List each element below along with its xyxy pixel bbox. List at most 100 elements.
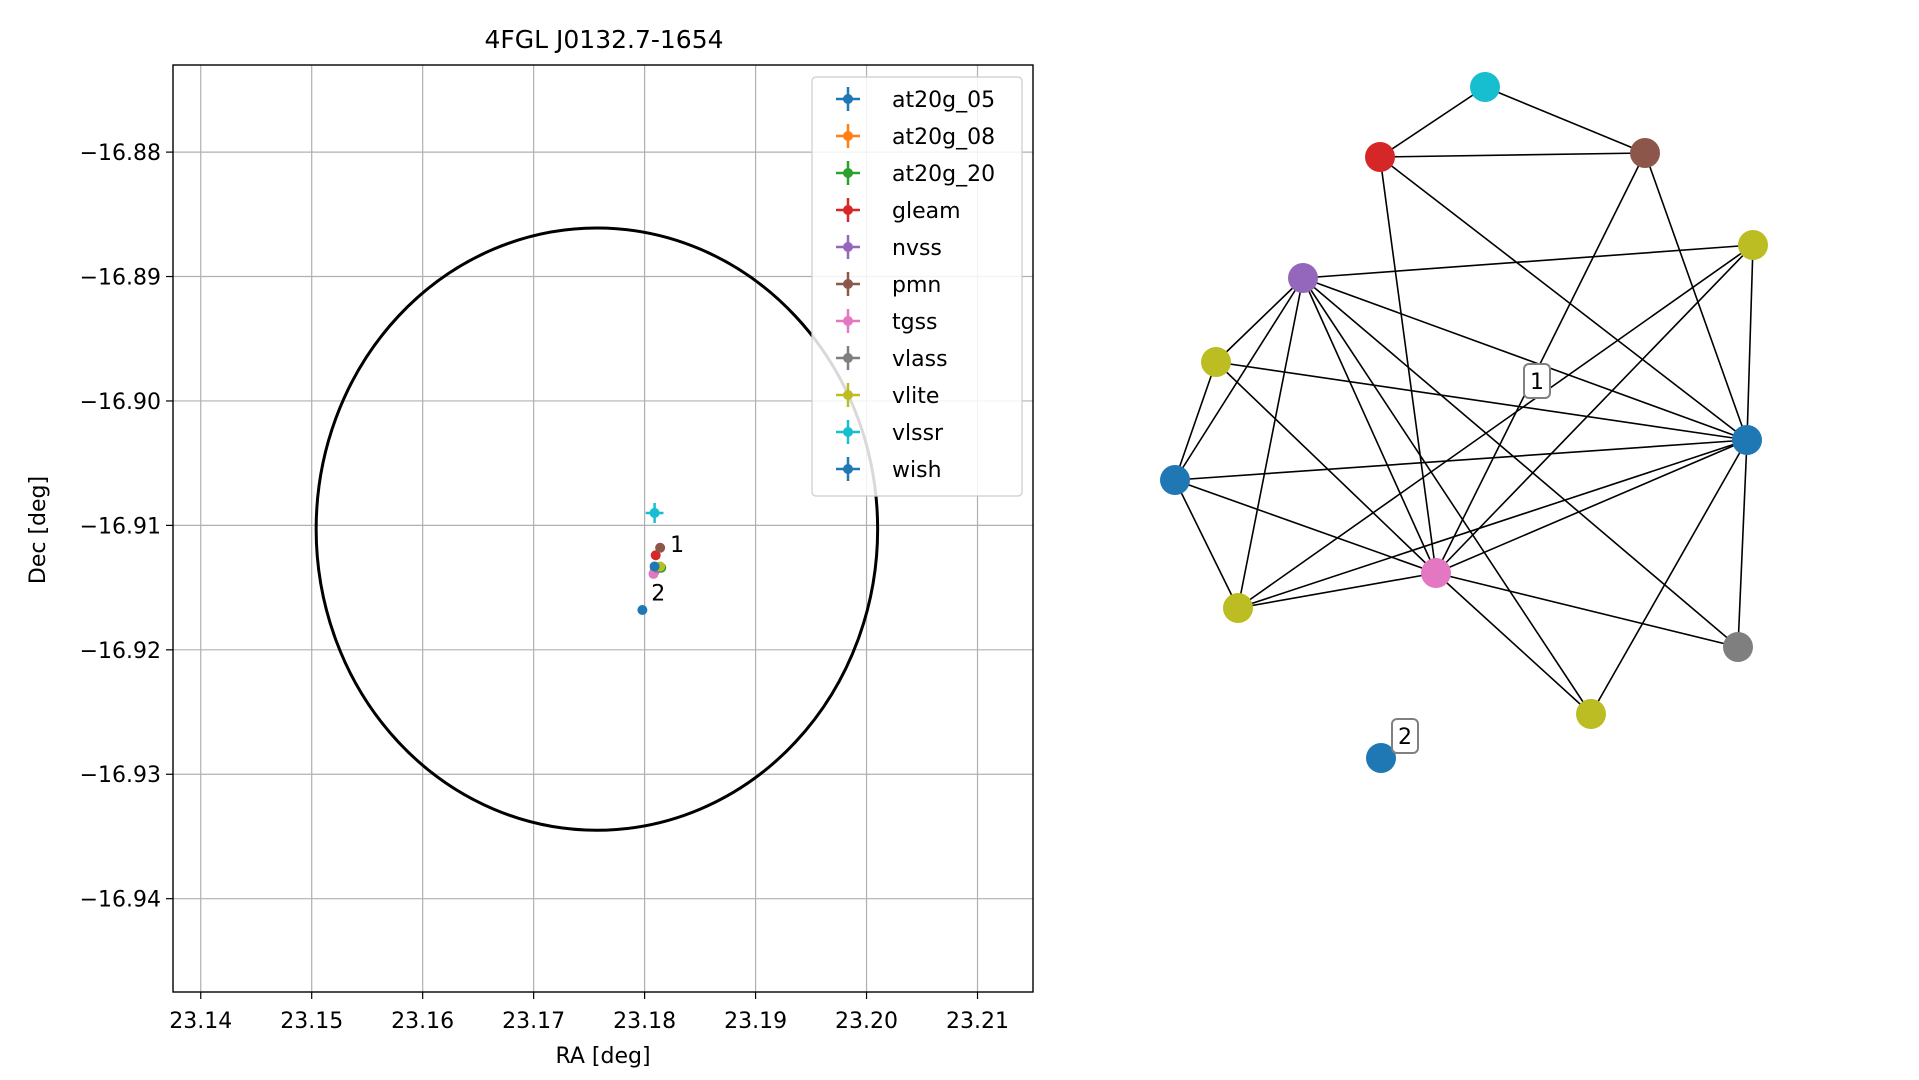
graph-nodes bbox=[1160, 72, 1768, 773]
graph-edge bbox=[1302, 244, 1754, 279]
graph-label: 2 bbox=[1398, 725, 1412, 750]
point-annotations: 12 bbox=[651, 533, 684, 607]
graph-labels: 12 bbox=[1391, 363, 1551, 754]
y-axis-ticks: −16.88 −16.89 −16.90 −16.91 −16.92 −16.93 −16.… bbox=[80, 141, 173, 913]
legend-marker bbox=[843, 427, 853, 437]
graph-node bbox=[1365, 142, 1395, 172]
legend-entry-vlssr: vlssr bbox=[892, 421, 944, 446]
legend-entry-at20g_08: at20g_08 bbox=[892, 125, 995, 150]
x-axis-label: RA [deg] bbox=[555, 1044, 650, 1069]
data-point-vlssr bbox=[649, 507, 660, 518]
graph-edge bbox=[1215, 361, 1437, 574]
graph-node bbox=[1223, 593, 1253, 623]
graph-node bbox=[1630, 138, 1660, 168]
y-tick-label: −16.90 bbox=[80, 390, 161, 415]
graph-label-box bbox=[1391, 718, 1419, 754]
legend-marker bbox=[843, 464, 853, 474]
graph-edge bbox=[1435, 244, 1754, 574]
y-tick-label: −16.89 bbox=[80, 266, 161, 291]
graph-node bbox=[1160, 465, 1190, 495]
localization-ellipse bbox=[314, 226, 880, 832]
graph-edge bbox=[1379, 86, 1486, 158]
legend-entry-gleam: gleam bbox=[892, 199, 961, 224]
data-point-wish bbox=[649, 561, 660, 572]
legend-entry-tgss: tgss bbox=[892, 310, 938, 335]
graph-edge bbox=[1590, 439, 1748, 715]
network-graph: 12 bbox=[1160, 72, 1768, 773]
graph-edge bbox=[1746, 244, 1754, 441]
legend-entry-at20g_20: at20g_20 bbox=[892, 162, 995, 187]
graph-node bbox=[1366, 743, 1396, 773]
graph-node bbox=[1738, 230, 1768, 260]
graph-edge bbox=[1237, 244, 1754, 609]
x-tick-label: 23.14 bbox=[169, 1009, 232, 1034]
y-axis-label: Dec [deg] bbox=[26, 476, 51, 584]
legend-box bbox=[811, 76, 1023, 497]
plot-frame bbox=[172, 64, 1034, 993]
legend-marker bbox=[843, 168, 853, 178]
graph-node bbox=[1732, 425, 1762, 455]
graph-edge bbox=[1484, 86, 1646, 154]
graph-edge bbox=[1435, 572, 1592, 715]
x-tick-label: 23.21 bbox=[946, 1009, 1009, 1034]
y-tick-label: −16.91 bbox=[80, 514, 161, 539]
graph-node bbox=[1723, 632, 1753, 662]
graph-edge bbox=[1215, 277, 1304, 363]
x-tick-label: 23.15 bbox=[280, 1009, 343, 1034]
legend-marker bbox=[843, 242, 853, 252]
ellipse-layer bbox=[314, 226, 880, 832]
graph-node bbox=[1288, 263, 1318, 293]
graph-edge bbox=[1174, 277, 1304, 481]
x-tick-label: 23.16 bbox=[391, 1009, 454, 1034]
x-tick-label: 23.20 bbox=[835, 1009, 898, 1034]
legend-marker bbox=[843, 94, 853, 104]
graph-edge bbox=[1435, 572, 1739, 648]
graph-edge bbox=[1237, 439, 1748, 609]
graph-edge bbox=[1237, 572, 1437, 609]
graph-edge bbox=[1302, 277, 1748, 441]
graph-label-box bbox=[1523, 363, 1551, 399]
graph-node bbox=[1470, 72, 1500, 102]
x-tick-label: 23.17 bbox=[502, 1009, 565, 1034]
graph-node bbox=[1201, 347, 1231, 377]
legend-entry-wish: wish bbox=[892, 458, 942, 483]
graph-edge bbox=[1435, 439, 1748, 574]
data-point-gleam bbox=[650, 550, 661, 561]
graph-edge bbox=[1379, 156, 1437, 574]
legend-marker bbox=[843, 205, 853, 215]
graph-edge bbox=[1174, 439, 1748, 481]
data-point-wish bbox=[637, 605, 648, 616]
graph-label: 1 bbox=[1530, 370, 1544, 395]
x-tick-label: 23.18 bbox=[613, 1009, 676, 1034]
graph-node bbox=[1576, 699, 1606, 729]
position-scatter-plot: 4FGL J0132.7-1654 23.14 23.15 23.16 23.17 23… bbox=[26, 25, 1034, 1069]
chart-title: 4FGL J0132.7-1654 bbox=[484, 25, 723, 54]
legend-entry-vlass: vlass bbox=[892, 347, 948, 372]
y-tick-label: −16.94 bbox=[80, 888, 161, 913]
point-annotation: 2 bbox=[651, 582, 665, 607]
graph-edge bbox=[1174, 361, 1217, 481]
graph-edge bbox=[1379, 156, 1748, 441]
legend-marker bbox=[843, 279, 853, 289]
point-annotation: 1 bbox=[670, 533, 684, 558]
graph-edge bbox=[1302, 277, 1739, 648]
graph-edges bbox=[1174, 86, 1754, 715]
x-axis-ticks: 23.14 23.15 23.16 23.17 23.18 23.19 23.20 23.21 bbox=[169, 992, 1009, 1034]
legend-entry-nvss: nvss bbox=[892, 236, 942, 261]
graph-edge bbox=[1302, 277, 1437, 574]
graph-edge bbox=[1237, 277, 1304, 609]
legend-marker bbox=[843, 316, 853, 326]
graph-edge bbox=[1215, 361, 1748, 441]
legend-entry-pmn: pmn bbox=[892, 273, 941, 298]
graph-edge bbox=[1737, 439, 1748, 648]
y-tick-label: −16.92 bbox=[80, 639, 161, 664]
graph-node bbox=[1421, 558, 1451, 588]
legend-entry-vlite: vlite bbox=[892, 384, 939, 409]
graph-edge bbox=[1302, 277, 1592, 715]
legend-marker bbox=[843, 131, 853, 141]
graph-edge bbox=[1644, 152, 1748, 441]
legend-marker bbox=[843, 353, 853, 363]
y-tick-label: −16.88 bbox=[80, 141, 161, 166]
